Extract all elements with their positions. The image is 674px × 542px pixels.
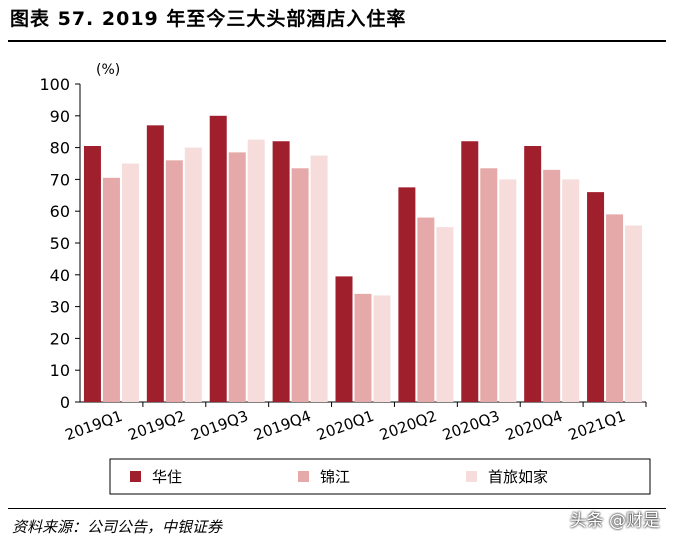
- x-tick-label: 2020Q2: [377, 407, 439, 444]
- legend-label: 华住: [152, 468, 182, 486]
- bar: [417, 217, 435, 402]
- y-tick-label: 30: [50, 298, 70, 317]
- x-tick-label: 2020Q3: [440, 407, 502, 444]
- y-tick-label: 60: [50, 202, 70, 221]
- watermark: 头条 @财是: [569, 511, 660, 531]
- x-tick-label: 2021Q1: [566, 407, 628, 444]
- bar: [209, 115, 227, 403]
- y-tick-label: 0: [60, 393, 70, 412]
- x-tick-labels: 2019Q1 2019Q2 2019Q3 2019Q4 2020Q1 2020Q2 2020…: [63, 407, 628, 444]
- bar: [247, 139, 265, 402]
- x-tick-label: 2019Q4: [251, 407, 313, 444]
- legend-swatch: [466, 471, 477, 482]
- bar: [335, 276, 353, 402]
- bar: [184, 147, 202, 402]
- legend-swatch: [298, 471, 309, 482]
- chart-bars: [83, 115, 643, 403]
- bar: [543, 169, 561, 402]
- x-tick-label: 2019Q1: [63, 407, 125, 444]
- bar: [398, 187, 416, 402]
- bar: [499, 179, 517, 402]
- legend-swatch: [130, 471, 141, 482]
- y-tick-label: 40: [50, 266, 70, 285]
- bar: [121, 163, 139, 402]
- bar: [373, 295, 391, 402]
- bar: [228, 152, 246, 402]
- y-tick-labels: 0 10 20 30 40 50 60 70 80 90 100: [39, 75, 70, 412]
- legend-label: 锦江: [320, 468, 350, 486]
- bar: [165, 160, 183, 402]
- source-note: 资料来源：公司公告，中银证券: [12, 518, 223, 536]
- bar: [480, 168, 498, 402]
- bar: [354, 293, 372, 402]
- bar: [625, 225, 643, 402]
- legend-frame: [109, 458, 651, 495]
- x-tick-label: 2019Q3: [188, 407, 250, 444]
- chart-title: 图表 57. 2019 年至今三大头部酒店入住率: [10, 8, 407, 30]
- bar: [146, 125, 164, 402]
- bar: [606, 214, 624, 402]
- bar: [587, 192, 605, 402]
- bar: [272, 141, 290, 402]
- y-unit-label: (%): [96, 62, 120, 78]
- bar: [461, 141, 479, 402]
- y-tick-label: 70: [50, 170, 70, 189]
- y-tick-label: 50: [50, 234, 70, 253]
- bar: [524, 146, 542, 402]
- legend-label: 首旅如家: [488, 468, 548, 486]
- bar-chart: 2019Q1 2019Q2 2019Q3 2019Q4 2020Q1 2020Q2 2020…: [39, 62, 651, 495]
- title-rule: [8, 40, 666, 42]
- bar: [562, 179, 580, 402]
- y-tick-label: 10: [50, 361, 70, 380]
- source-rule: [8, 508, 666, 509]
- bar: [102, 177, 120, 402]
- bar: [310, 155, 328, 402]
- x-tick-label: 2020Q1: [314, 407, 376, 444]
- y-tick-label: 80: [50, 139, 70, 158]
- chart-legend: 华住 锦江 首旅如家: [109, 458, 651, 495]
- bar: [291, 168, 309, 402]
- y-tick-label: 90: [50, 107, 70, 126]
- bar: [83, 146, 101, 402]
- y-tick-label: 100: [39, 75, 70, 94]
- x-tick-label: 2020Q4: [503, 407, 565, 444]
- y-tick-label: 20: [50, 329, 70, 348]
- bar: [436, 227, 454, 402]
- x-tick-label: 2019Q2: [126, 407, 188, 444]
